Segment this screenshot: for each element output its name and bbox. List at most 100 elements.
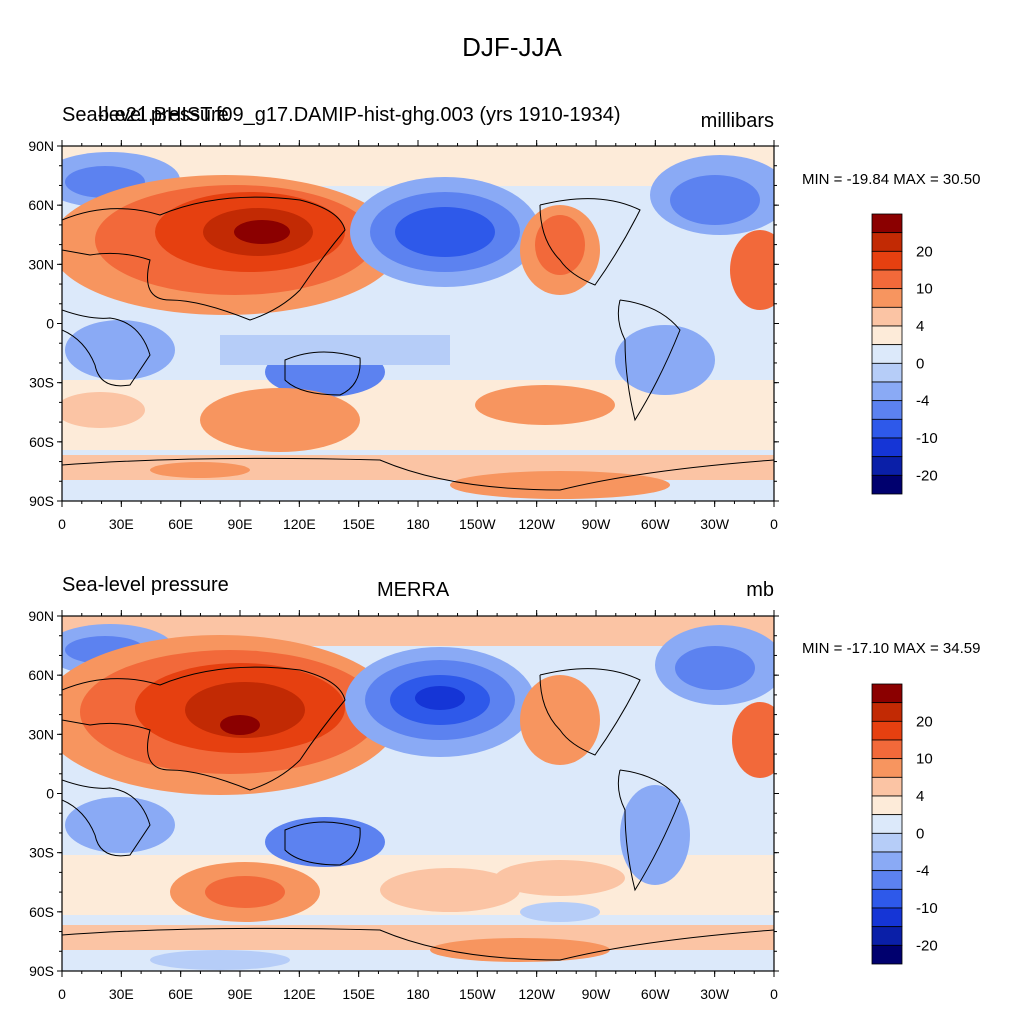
lon-tick-label: 150E: [342, 516, 375, 532]
colorbar-label: 10: [916, 281, 933, 298]
lat-tick-label: 90S: [29, 493, 54, 509]
lat-tick-label: 90N: [28, 138, 54, 154]
colorbar-swatch: [871, 907, 903, 928]
lat-tick-label: 60S: [29, 904, 54, 920]
lon-tick-label: 120E: [283, 516, 316, 532]
panel-1-units-label: millibars: [700, 110, 774, 132]
colorbar-label: -20: [916, 937, 938, 954]
colorbar-swatch: [871, 814, 903, 834]
panel-1-left-label: Sea-level pressure: [62, 104, 229, 126]
panel-2-units-label: mb: [746, 579, 774, 601]
colorbar-swatch: [871, 683, 903, 704]
lon-tick-label: 150W: [459, 986, 496, 1002]
lon-tick-label: 0: [58, 986, 66, 1002]
colorbar-swatch: [871, 381, 903, 402]
colorbar-swatch: [871, 888, 903, 909]
colorbar-swatch: [871, 870, 903, 890]
lat-tick-label: 0: [46, 316, 54, 332]
colorbar-label: 4: [916, 318, 924, 335]
lat-tick-label: 30N: [28, 726, 54, 742]
colorbar-swatch: [871, 418, 903, 439]
lon-tick-label: 60W: [641, 516, 671, 532]
lat-tick-label: 60S: [29, 434, 54, 450]
colorbar-swatch: [871, 232, 903, 252]
colorbar-label: -4: [916, 393, 929, 410]
lat-tick-label: 60N: [28, 667, 54, 683]
colorbar-label: 20: [916, 713, 933, 730]
lon-tick-label: 0: [58, 516, 66, 532]
panel-1-min-max: MIN = -19.84 MAX = 30.50: [802, 171, 981, 188]
slp-map-1: [62, 146, 774, 501]
lon-tick-label: 60W: [641, 986, 671, 1002]
panel-2-min-max: MIN = -17.10 MAX = 34.59: [802, 640, 981, 657]
lon-tick-label: 90E: [228, 986, 253, 1002]
colorbar-label: 0: [916, 825, 924, 842]
coastlines-2: [62, 666, 774, 961]
colorbar-swatch: [871, 739, 903, 760]
lat-tick-label: 30N: [28, 256, 54, 272]
colorbar-swatch: [871, 758, 903, 778]
colorbar-swatch: [871, 851, 903, 872]
slp-map-2: [62, 616, 774, 971]
colorbar-swatch: [871, 288, 903, 308]
lon-tick-label: 30W: [700, 516, 730, 532]
lon-tick-label: 120E: [283, 986, 316, 1002]
colorbar-swatch: [871, 250, 903, 271]
colorbar-swatch: [871, 400, 903, 420]
colorbar-swatch: [871, 926, 903, 946]
colorbar-swatch: [871, 776, 903, 797]
lat-tick-label: 60N: [28, 197, 54, 213]
lon-tick-label: 0: [770, 986, 778, 1002]
lon-tick-label: 60E: [168, 516, 193, 532]
colorbar-swatch: [871, 474, 903, 495]
colorbar-swatch: [871, 720, 903, 741]
colorbar-swatch: [871, 702, 903, 722]
colorbar-swatch: [871, 344, 903, 364]
lon-tick-label: 90E: [228, 516, 253, 532]
colorbar-label: -10: [916, 430, 938, 447]
lon-tick-label: 180: [406, 516, 430, 532]
panel-2-center-label: MERRA: [377, 579, 450, 601]
lon-tick-label: 0: [770, 516, 778, 532]
lon-tick-label: 90W: [582, 986, 612, 1002]
axis-ticks-1: [57, 140, 779, 507]
panel-1-center-label: b.e21.BHIST.f09_g17.DAMIP-hist-ghg.003 (…: [98, 104, 621, 126]
colorbar-swatch: [871, 437, 903, 458]
colorbar-label: -4: [916, 863, 929, 880]
colorbar-swatch: [871, 306, 903, 327]
colorbar-2: 20 10 4 0 -4 -10 -20: [871, 683, 938, 965]
colorbar-swatch: [871, 213, 903, 234]
colorbar-swatch: [871, 944, 903, 965]
figure-title: DJF-JJA: [462, 32, 562, 62]
colorbar-swatch: [871, 795, 903, 816]
colorbar-label: 0: [916, 355, 924, 372]
lat-tick-label: 30S: [29, 375, 54, 391]
lat-tick-label: 90N: [28, 608, 54, 624]
lon-tick-label: 120W: [518, 516, 555, 532]
colorbar-swatch: [871, 269, 903, 290]
lon-tick-label: 30E: [109, 516, 134, 532]
lon-tick-label: 180: [406, 986, 430, 1002]
colorbar-swatch: [871, 362, 903, 383]
colorbar-swatch: [871, 325, 903, 346]
colorbar-label: -20: [916, 467, 938, 484]
axis-ticks-2: [57, 610, 779, 977]
lon-tick-label: 150W: [459, 516, 496, 532]
colorbar-1: 20 10 4 0 -4 -10 -20: [871, 213, 938, 495]
lon-tick-label: 120W: [518, 986, 555, 1002]
lon-tick-label: 30E: [109, 986, 134, 1002]
lon-tick-label: 60E: [168, 986, 193, 1002]
colorbar-swatch: [871, 832, 903, 853]
colorbar-label: 10: [916, 751, 933, 768]
colorbar-swatch: [871, 456, 903, 476]
coastlines-1: [62, 196, 774, 491]
lat-tick-label: 30S: [29, 845, 54, 861]
colorbar-label: -10: [916, 900, 938, 917]
lon-tick-label: 30W: [700, 986, 730, 1002]
lat-tick-label: 0: [46, 786, 54, 802]
panel-2-left-label: Sea-level pressure: [62, 574, 229, 596]
lon-tick-label: 150E: [342, 986, 375, 1002]
